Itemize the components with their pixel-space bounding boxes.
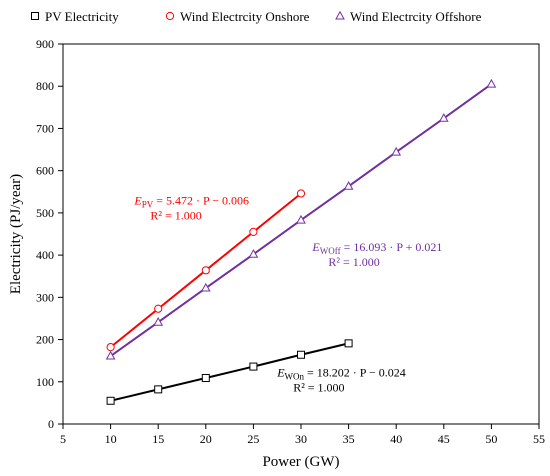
- x-axis-title: Power (GW): [262, 454, 339, 470]
- axes: 5 10 15 20 25 30 35 40 45 50 55 0 100 200 300 400 500 600…: [36, 37, 545, 446]
- data-point: [343, 181, 354, 190]
- data-point: [106, 396, 115, 405]
- data-point: [297, 350, 305, 359]
- legend-marker: [31, 12, 39, 20]
- data-point: [438, 113, 449, 122]
- data-point: [249, 227, 258, 236]
- y-tick-label: 700: [36, 121, 54, 135]
- legend-item: PV Electricity: [31, 9, 119, 24]
- data-point: [105, 350, 116, 360]
- legend-marker: [335, 10, 345, 20]
- y-tick-label: 100: [36, 375, 54, 389]
- data-point: [154, 385, 163, 394]
- data-point: [200, 282, 211, 292]
- series-wind-electrcity-onshore: [106, 189, 306, 352]
- r-squared-text: R² = 1.000: [293, 381, 344, 395]
- data-point: [486, 78, 497, 88]
- y-tick-label: 0: [48, 417, 54, 431]
- x-tick-label: 45: [438, 432, 450, 446]
- data-point: [296, 214, 306, 224]
- y-tick-label: 500: [36, 206, 54, 220]
- legend-label: Wind Electrcity Onshore: [180, 9, 310, 24]
- legend-label: Wind Electrcity Offshore: [350, 9, 482, 24]
- data-point: [201, 373, 210, 382]
- equation-text: EPV = 5.472 · P − 0.006: [133, 193, 249, 209]
- x-tick-label: 5: [60, 432, 66, 446]
- y-tick-label: 300: [36, 290, 54, 304]
- x-tick-label: 10: [105, 432, 117, 446]
- r-squared-text: R² = 1.000: [328, 255, 379, 269]
- legend-label: PV Electricity: [45, 9, 119, 24]
- y-tick-label: 400: [36, 248, 54, 262]
- data-point: [248, 249, 259, 258]
- data-point: [296, 189, 306, 198]
- data-point: [391, 146, 402, 156]
- series-layer: [105, 78, 497, 405]
- x-tick-label: 55: [533, 432, 545, 446]
- data-point: [249, 362, 258, 371]
- data-point: [106, 343, 115, 352]
- data-point: [201, 266, 210, 275]
- legend-marker: [165, 11, 175, 21]
- legend-item: Wind Electrcity Onshore: [165, 9, 310, 24]
- x-tick-label: 30: [295, 432, 307, 446]
- data-point: [153, 317, 164, 326]
- y-tick-label: 900: [36, 37, 54, 51]
- data-point: [344, 339, 353, 348]
- series-line: [110, 342, 349, 402]
- legend: PV Electricity Wind Electrcity Onshore Win…: [31, 9, 482, 24]
- legend-item: Wind Electrcity Offshore: [335, 9, 482, 24]
- y-tick-label: 200: [36, 333, 54, 347]
- x-tick-label: 40: [390, 432, 402, 446]
- y-axis-title: Electricity (PJ/year): [8, 174, 24, 294]
- equation-text: EWOff = 16.093 · P + 0.021: [311, 240, 442, 256]
- series-pv-electricity: [106, 339, 353, 405]
- y-tick-label: 800: [36, 79, 54, 93]
- data-point: [154, 304, 163, 313]
- x-tick-label: 15: [152, 432, 164, 446]
- x-tick-label: 25: [247, 432, 259, 446]
- equation-text: EWOn = 18.202 · P − 0.024: [276, 366, 406, 382]
- x-tick-label: 20: [200, 432, 212, 446]
- series-wind-electrcity-offshore: [105, 78, 497, 360]
- x-tick-label: 35: [343, 432, 355, 446]
- x-tick-label: 50: [485, 432, 497, 446]
- y-tick-label: 600: [36, 164, 54, 178]
- r-squared-text: R² = 1.000: [150, 208, 201, 222]
